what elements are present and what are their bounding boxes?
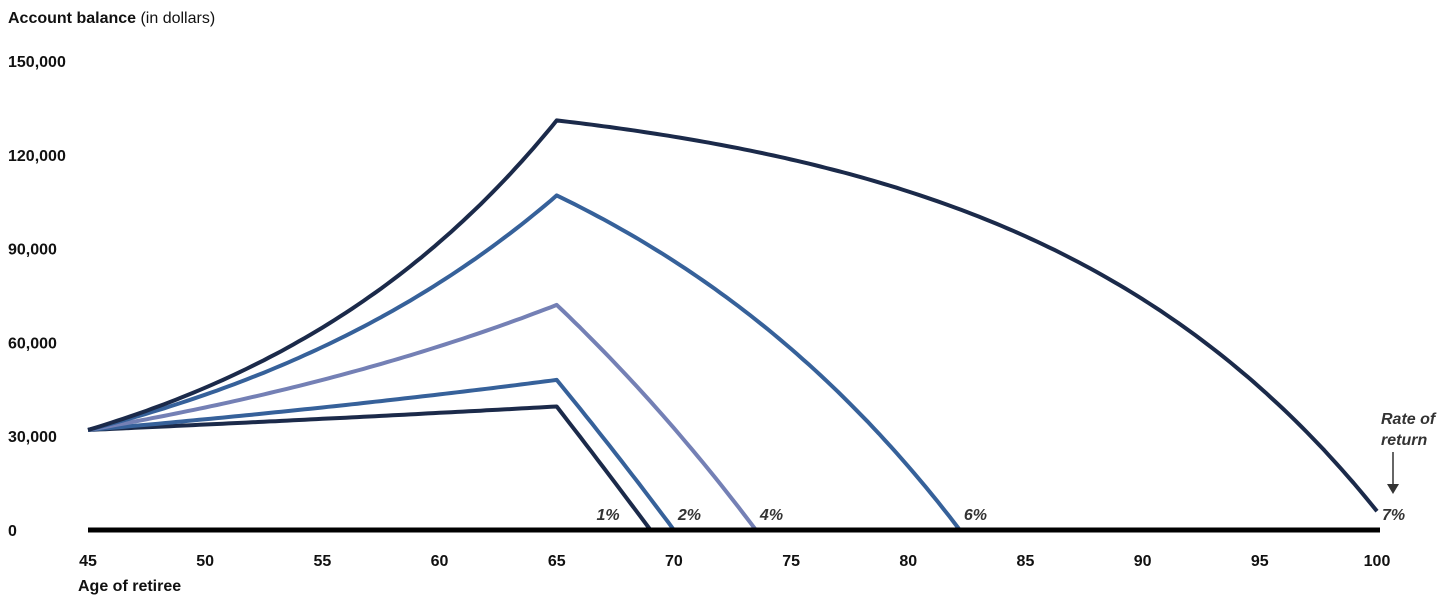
series-line-2pct xyxy=(87,377,676,532)
x-tick-label: 100 xyxy=(1364,553,1391,570)
x-tick-label: 65 xyxy=(548,553,566,570)
x-tick-label: 95 xyxy=(1251,553,1269,570)
x-tick-label: 75 xyxy=(782,553,800,570)
y-tick-label: 60,000 xyxy=(8,335,57,352)
series-line-6pct xyxy=(87,193,962,532)
y-tick-label: 30,000 xyxy=(8,429,57,446)
x-tick-label: 50 xyxy=(196,553,214,570)
rate-label: 2% xyxy=(677,507,701,524)
y-axis-title: Account balance (in dollars) xyxy=(8,10,215,28)
y-tick-label: 150,000 xyxy=(8,54,66,71)
y-axis-title-unit: (in dollars) xyxy=(136,10,216,27)
y-tick-label: 0 xyxy=(8,523,17,540)
rate-label: 7% xyxy=(1382,507,1405,524)
x-tick-label: 55 xyxy=(313,553,331,570)
series-line-4pct xyxy=(87,302,758,532)
y-tick-label: 120,000 xyxy=(8,148,66,165)
y-axis-title-bold: Account balance xyxy=(8,10,137,27)
series-line-7pct xyxy=(87,118,1379,513)
x-tick-label: 80 xyxy=(899,553,917,570)
series-line-1pct xyxy=(87,404,653,532)
rate-legend-title-line1: Rate of xyxy=(1381,411,1437,428)
x-axis-title: Age of retiree xyxy=(78,578,182,595)
x-tick-label: 45 xyxy=(79,553,97,570)
x-tick-label: 85 xyxy=(1017,553,1035,570)
y-tick-label: 90,000 xyxy=(8,242,57,259)
x-tick-label: 60 xyxy=(431,553,449,570)
x-tick-label: 70 xyxy=(665,553,683,570)
rate-legend-arrow-head xyxy=(1387,484,1399,494)
rate-label: 1% xyxy=(596,507,619,524)
x-tick-label: 90 xyxy=(1134,553,1152,570)
rate-label: 6% xyxy=(964,507,987,524)
rate-label: 4% xyxy=(759,507,783,524)
rate-legend-title-line2: return xyxy=(1381,432,1427,449)
